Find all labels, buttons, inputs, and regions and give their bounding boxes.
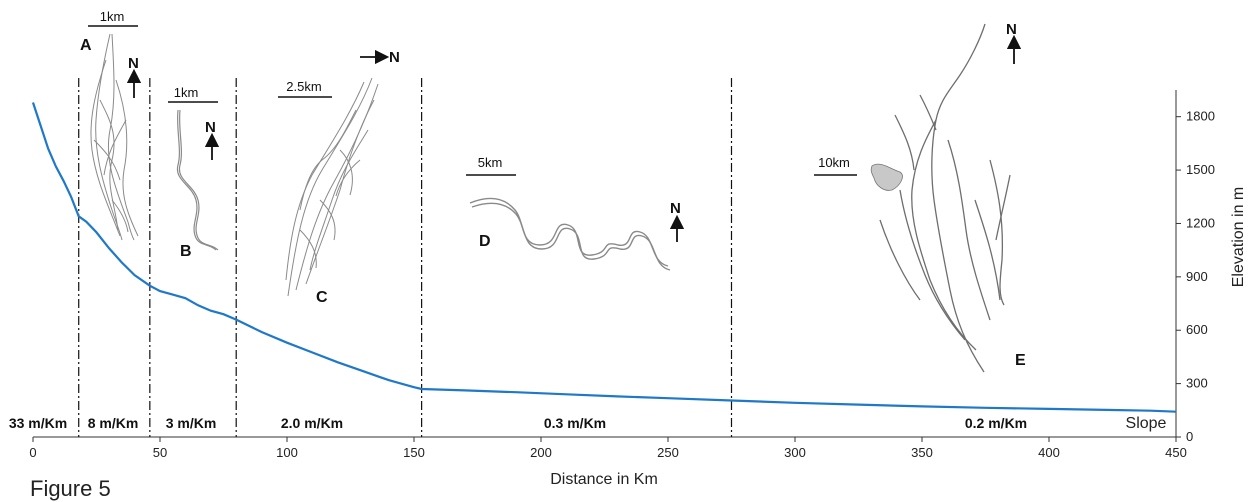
inset-d-scale-label: 5km xyxy=(478,155,503,170)
y-tick-label: 0 xyxy=(1186,429,1193,444)
zone-boundaries xyxy=(78,78,733,437)
inset-d-channel-map: 5km N D xyxy=(466,155,685,271)
y-tick-label: 1200 xyxy=(1186,215,1215,230)
inset-e-river-network xyxy=(879,23,1011,373)
slope-label-zone-2: 8 m/Km xyxy=(88,415,139,431)
x-tick-label: 200 xyxy=(530,445,552,460)
inset-e-scale-label: 10km xyxy=(818,155,850,170)
inset-a-letter: A xyxy=(80,37,92,54)
slope-label-zone-5: 0.3 m/Km xyxy=(544,415,606,431)
inset-a-scale-label: 1km xyxy=(100,9,125,24)
inset-b-channel-map: 1km N B xyxy=(168,85,220,260)
y-axis-title: Elevation in m xyxy=(1230,187,1247,288)
inset-a-braided-channels xyxy=(90,33,139,241)
slope-label-zone-4: 2.0 m/Km xyxy=(281,415,343,431)
y-tick-label: 600 xyxy=(1186,322,1208,337)
inset-d-meandering-channel xyxy=(469,197,671,271)
x-axis-ticks: 0 50 100 150 200 250 300 350 400 450 xyxy=(29,437,1187,460)
slope-label-zone-6: 0.2 m/Km xyxy=(965,415,1027,431)
x-tick-label: 350 xyxy=(911,445,933,460)
x-tick-label: 400 xyxy=(1038,445,1060,460)
x-tick-label: 150 xyxy=(403,445,425,460)
inset-e-network-map: 10km N E xyxy=(814,21,1026,373)
y-tick-label: 300 xyxy=(1186,376,1208,391)
slope-label-zone-3: 3 m/Km xyxy=(166,415,217,431)
x-tick-label: 50 xyxy=(153,445,167,460)
inset-a-north-label: N xyxy=(128,55,139,72)
x-tick-label: 300 xyxy=(784,445,806,460)
inset-b-north-label: N xyxy=(205,119,216,136)
x-tick-label: 450 xyxy=(1165,445,1187,460)
inset-b-scale-label: 1km xyxy=(174,85,199,100)
slope-word-label: Slope xyxy=(1126,415,1167,432)
x-tick-label: 250 xyxy=(657,445,679,460)
x-tick-label: 100 xyxy=(276,445,298,460)
inset-c-braided-channels xyxy=(285,77,379,297)
y-axis-ticks: 0 300 600 900 1200 1500 1800 xyxy=(1176,109,1215,444)
elevation-profile-line xyxy=(31,102,1177,413)
inset-e-lake xyxy=(870,163,903,191)
chart-axes xyxy=(33,90,1177,438)
inset-d-letter: D xyxy=(479,233,491,250)
inset-b-single-channel xyxy=(176,109,219,251)
inset-c-north-label: N xyxy=(389,49,400,66)
y-tick-label: 1500 xyxy=(1186,162,1215,177)
x-axis-title: Distance in Km xyxy=(550,471,658,488)
slope-labels: 33 m/Km 8 m/Km 3 m/Km 2.0 m/Km 0.3 m/Km … xyxy=(9,415,1167,432)
inset-d-north-label: N xyxy=(670,200,681,217)
inset-b-letter: B xyxy=(180,243,192,260)
slope-label-zone-1: 33 m/Km xyxy=(9,415,67,431)
inset-e-north-label: N xyxy=(1006,21,1017,38)
inset-a-channel-map: 1km A N xyxy=(80,9,142,241)
inset-e-letter: E xyxy=(1015,352,1026,369)
inset-c-channel-map: 2.5km N C xyxy=(278,49,400,306)
y-tick-label: 900 xyxy=(1186,269,1208,284)
inset-c-scale-label: 2.5km xyxy=(286,79,321,94)
y-tick-label: 1800 xyxy=(1186,109,1215,124)
x-tick-label: 0 xyxy=(29,445,36,460)
figure-caption: Figure 5 xyxy=(30,476,111,501)
inset-c-letter: C xyxy=(316,289,328,306)
